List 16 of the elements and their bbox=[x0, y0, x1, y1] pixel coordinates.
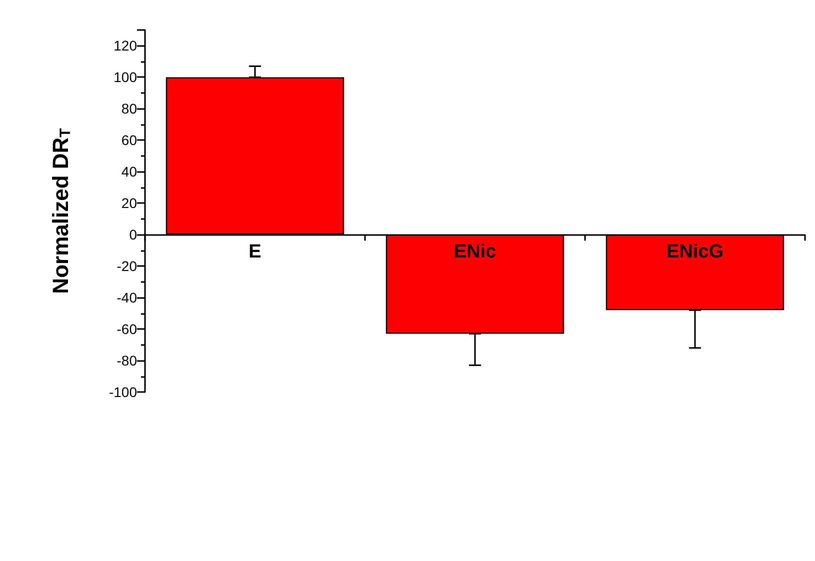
y-axis-title: Normalized DRT bbox=[48, 128, 74, 294]
y-tick-label: -40 bbox=[116, 290, 138, 306]
y-tick-label: 0 bbox=[129, 226, 138, 243]
y-tick-label: 60 bbox=[121, 132, 138, 148]
x-tick-label: ENicG bbox=[666, 242, 724, 263]
y-tick-label: 40 bbox=[121, 164, 138, 180]
y-tick-label: -100 bbox=[108, 384, 138, 400]
x-tick-label: ENic bbox=[454, 242, 497, 263]
y-tick-label: -20 bbox=[116, 258, 138, 274]
x-tick-label: E bbox=[248, 242, 262, 263]
y-tick-label: -80 bbox=[116, 352, 138, 369]
y-tick-label: 100 bbox=[114, 69, 138, 86]
y-tick-label: -60 bbox=[116, 321, 138, 338]
y-tick-label: 20 bbox=[121, 195, 138, 212]
y-tick-label: 80 bbox=[121, 100, 138, 117]
y-tick-label: 120 bbox=[114, 38, 138, 54]
